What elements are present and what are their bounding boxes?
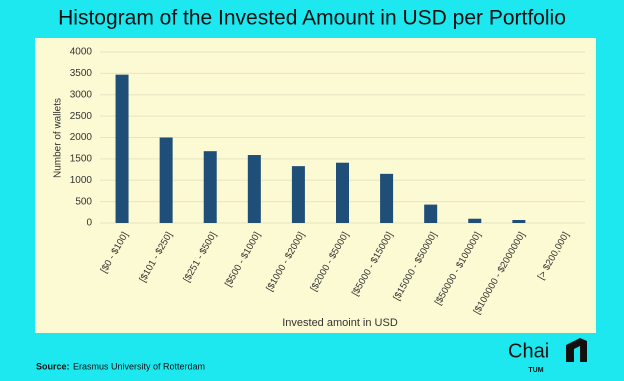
y-tick-label: 4000 [70, 47, 93, 58]
logo-name: Chai [508, 340, 549, 362]
logo-sub: TUM [528, 367, 543, 374]
bar [159, 137, 173, 223]
bar [336, 162, 349, 223]
source: Erasmus University of Rotterdam [73, 361, 205, 371]
bar [424, 204, 438, 223]
bar [468, 218, 482, 223]
y-tick-label: 1500 [70, 154, 93, 165]
source-label: Source: [36, 361, 70, 371]
y-tick-label: 2000 [70, 132, 93, 143]
bar [203, 151, 217, 223]
bar [247, 155, 261, 223]
x-axis-label: Invested amoint in USD [282, 317, 398, 329]
chart-title: Histogram of the Invested Amount in USD … [58, 7, 566, 30]
y-axis-label: Number of wallets [53, 98, 64, 178]
y-tick-label: 2500 [70, 111, 93, 122]
y-tick-label: 0 [86, 218, 92, 229]
y-tick-label: 500 [75, 196, 92, 207]
logo-icon [566, 338, 587, 362]
bar [512, 220, 526, 223]
bar [115, 74, 129, 223]
y-tick-label: 3500 [70, 68, 93, 79]
y-tick-label: 1000 [70, 175, 93, 186]
bar [380, 173, 394, 223]
bar [291, 166, 305, 223]
y-tick-label: 3000 [70, 89, 93, 100]
